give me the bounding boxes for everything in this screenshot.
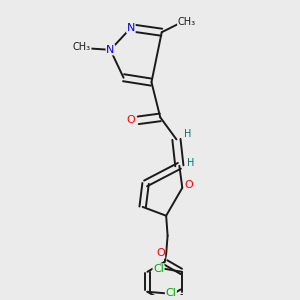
Text: Cl: Cl [153, 264, 164, 274]
Text: N: N [106, 45, 115, 55]
Text: N: N [127, 23, 135, 33]
Text: O: O [156, 248, 165, 258]
Text: CH₃: CH₃ [73, 42, 91, 52]
Text: H: H [184, 129, 191, 139]
Text: O: O [127, 115, 135, 125]
Text: O: O [184, 181, 193, 190]
Text: CH₃: CH₃ [178, 17, 196, 27]
Text: Cl: Cl [165, 288, 176, 298]
Text: H: H [188, 158, 195, 168]
